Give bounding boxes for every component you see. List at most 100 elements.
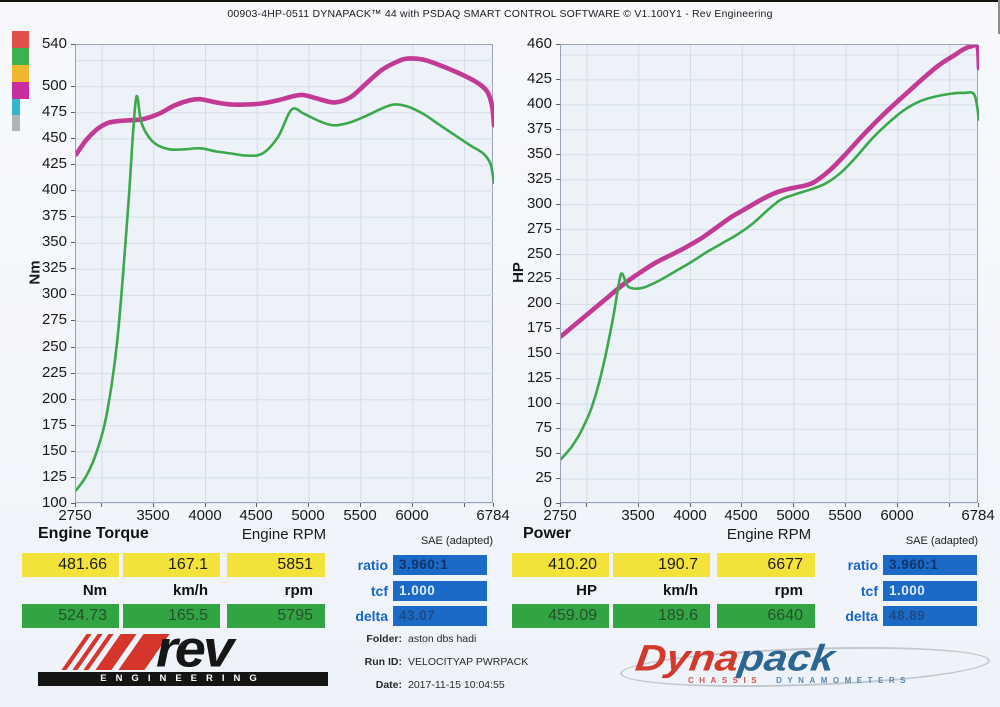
y-tickmark [71,164,75,165]
plot-area-0 [75,44,494,504]
y-tick-HP-425: 425 [526,70,552,87]
y-tick-HP-350: 350 [526,145,552,162]
unit-cell-1-1: km/h [662,582,698,599]
x-axis-title-1: Engine RPM [726,526,812,543]
delta-label-1: delta [845,608,878,624]
y-tickmark [71,347,75,348]
run-color-legend [12,31,29,131]
tcf-label-0: tcf [370,583,388,599]
x-tickmark [493,503,494,507]
plot-svg-1 [561,45,979,504]
run-id-label: Run ID: [364,656,402,668]
folder-value: aston dbs hadi [408,633,477,645]
dynapack-tagline-dynamometers: DYNAMOMETERS [776,676,911,685]
y-tick-HP-150: 150 [526,344,552,361]
x-tickmark [586,503,587,507]
y-tick-HP-200: 200 [526,294,552,311]
x-tickmark [256,503,257,507]
y-tickmark [71,138,75,139]
y-tick-HP-175: 175 [526,319,552,336]
x-axis-title-0: Engine RPM [241,526,327,543]
dynapack-tagline: CHASSIS DYNAMOMETERS [688,676,911,685]
y-tickmark [556,328,560,329]
date-label: Date: [375,679,402,691]
plot-area-1 [560,44,979,504]
x-tick-1-3500: 3500 [621,507,655,524]
y-tick-HP-25: 25 [535,469,552,486]
x-tickmark [638,503,639,507]
y-tickmark [71,268,75,269]
run-id-value: VELOCITYAP PWRPACK [408,656,529,668]
y-tick-HP-300: 300 [526,195,552,212]
peak-readout-yellow-1-0: 410.20 [512,553,609,577]
y-tickmark [71,477,75,478]
peak-readout-green-0-2: 5795 [227,604,325,628]
y-tick-Nm-275: 275 [41,311,67,328]
x-tickmark [205,503,206,507]
y-tick-HP-400: 400 [526,95,552,112]
x-tick-0-4500: 4500 [239,507,273,524]
delta-label-0: delta [355,608,388,624]
unit-cell-0-0: Nm [82,582,107,599]
y-tickmark [556,428,560,429]
y-tick-Nm-150: 150 [41,442,67,459]
y-tick-Nm-350: 350 [41,233,67,250]
x-tickmark [741,503,742,507]
y-tick-Nm-450: 450 [41,129,67,146]
y-tick-HP-275: 275 [526,220,552,237]
dynapack-wordmark-dyna: Dyna [633,636,742,679]
x-tickmark [897,503,898,507]
peak-readout-yellow-0-0: 481.66 [22,553,119,577]
x-tick-1-5500: 5500 [828,507,862,524]
y-tickmark [556,303,560,304]
power-run-green-curve [561,90,979,461]
cyan-swatch-icon [12,99,20,115]
x-tickmark [153,503,154,507]
y-tickmark [71,503,75,504]
plot-svg-0 [76,45,494,504]
x-tickmark [949,503,950,507]
x-tick-0-5500: 5500 [343,507,377,524]
y-tick-Nm-425: 425 [41,155,67,172]
delta-value-1: 48.89 [883,606,977,626]
y-tickmark [556,154,560,155]
folder-label: Folder: [366,633,402,645]
scan-right-border [998,0,1000,34]
y-tickmark [556,353,560,354]
y-tickmark [71,44,75,45]
y-tickmark [556,104,560,105]
y-tick-Nm-100: 100 [41,494,67,511]
x-tickmark [308,503,309,507]
tcf-label-1: tcf [860,583,878,599]
peak-readout-green-1-1: 189.6 [613,604,710,628]
scan-top-border [0,0,1000,2]
ratio-value-0: 3.960:1 [393,555,487,575]
ratio-value-1: 3.960:1 [883,555,977,575]
y-tickmark [556,129,560,130]
x-tickmark [75,503,76,507]
y-tickmark [71,399,75,400]
y-tickmark [71,320,75,321]
y-tickmark [556,503,560,504]
rev-engineering-logo: rev ENGINEERING [28,620,338,694]
y-tick-Nm-225: 225 [41,364,67,381]
y-tickmark [556,44,560,45]
y-axis-unit-1: HP [509,262,527,283]
report-title: 00903-4HP-0511 DYNAPACK™ 44 with PSDAQ S… [227,8,773,20]
x-tickmark [690,503,691,507]
delta-value-0: 43.07 [393,606,487,626]
dynapack-logo: Dynapack CHASSIS DYNAMOMETERS [618,634,994,696]
peak-readout-green-0-0: 524.73 [22,604,119,628]
y-tick-HP-225: 225 [526,269,552,286]
x-tick-1-6784: 6784 [961,507,995,524]
ratio-label-0: ratio [357,557,388,573]
y-axis-unit-0: Nm [26,260,44,285]
rev-wordmark: rev [156,619,234,678]
y-tickmark [556,478,560,479]
y-tickmark [556,278,560,279]
y-tick-Nm-300: 300 [41,285,67,302]
y-tick-HP-100: 100 [526,394,552,411]
rev-engineering-banner: ENGINEERING [38,672,328,686]
tcf-value-0: 1.000 [393,581,487,601]
